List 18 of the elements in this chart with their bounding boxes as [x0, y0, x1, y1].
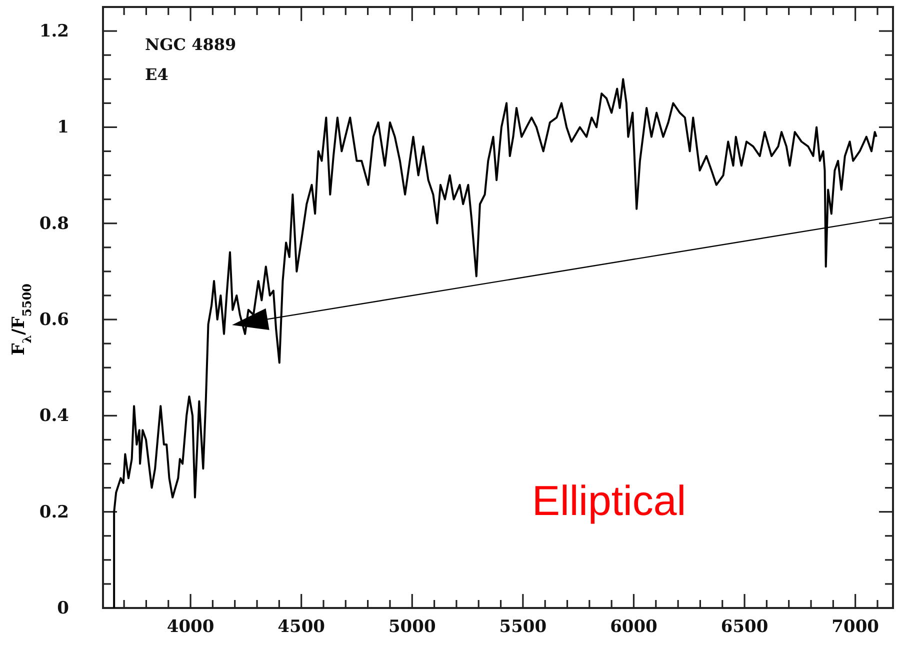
y-tick-label: 0.8 — [39, 214, 69, 234]
y-tick-label: 0 — [57, 598, 70, 618]
y-tick-label: 1 — [57, 118, 69, 138]
annotation: NGC 4889 — [145, 35, 236, 54]
x-tick-label: 4500 — [278, 617, 326, 638]
x-tick-label: 6000 — [610, 617, 658, 638]
line-series — [113, 78, 878, 609]
x-tick-label: 7000 — [832, 617, 880, 638]
x-tick-label: 4000 — [166, 617, 214, 638]
annotation: E4 — [145, 65, 168, 84]
y-tick-label: 0.6 — [39, 310, 69, 330]
x-tick-label: 5500 — [499, 617, 547, 638]
y-tick-label: 0.4 — [39, 406, 70, 426]
x-tick-label: 6500 — [720, 617, 768, 638]
y-tick-label: 1.2 — [39, 21, 69, 42]
x-tick-label: 5000 — [388, 617, 436, 638]
annotation: Elliptical — [532, 477, 686, 524]
y-tick-label: 0.2 — [39, 502, 69, 522]
